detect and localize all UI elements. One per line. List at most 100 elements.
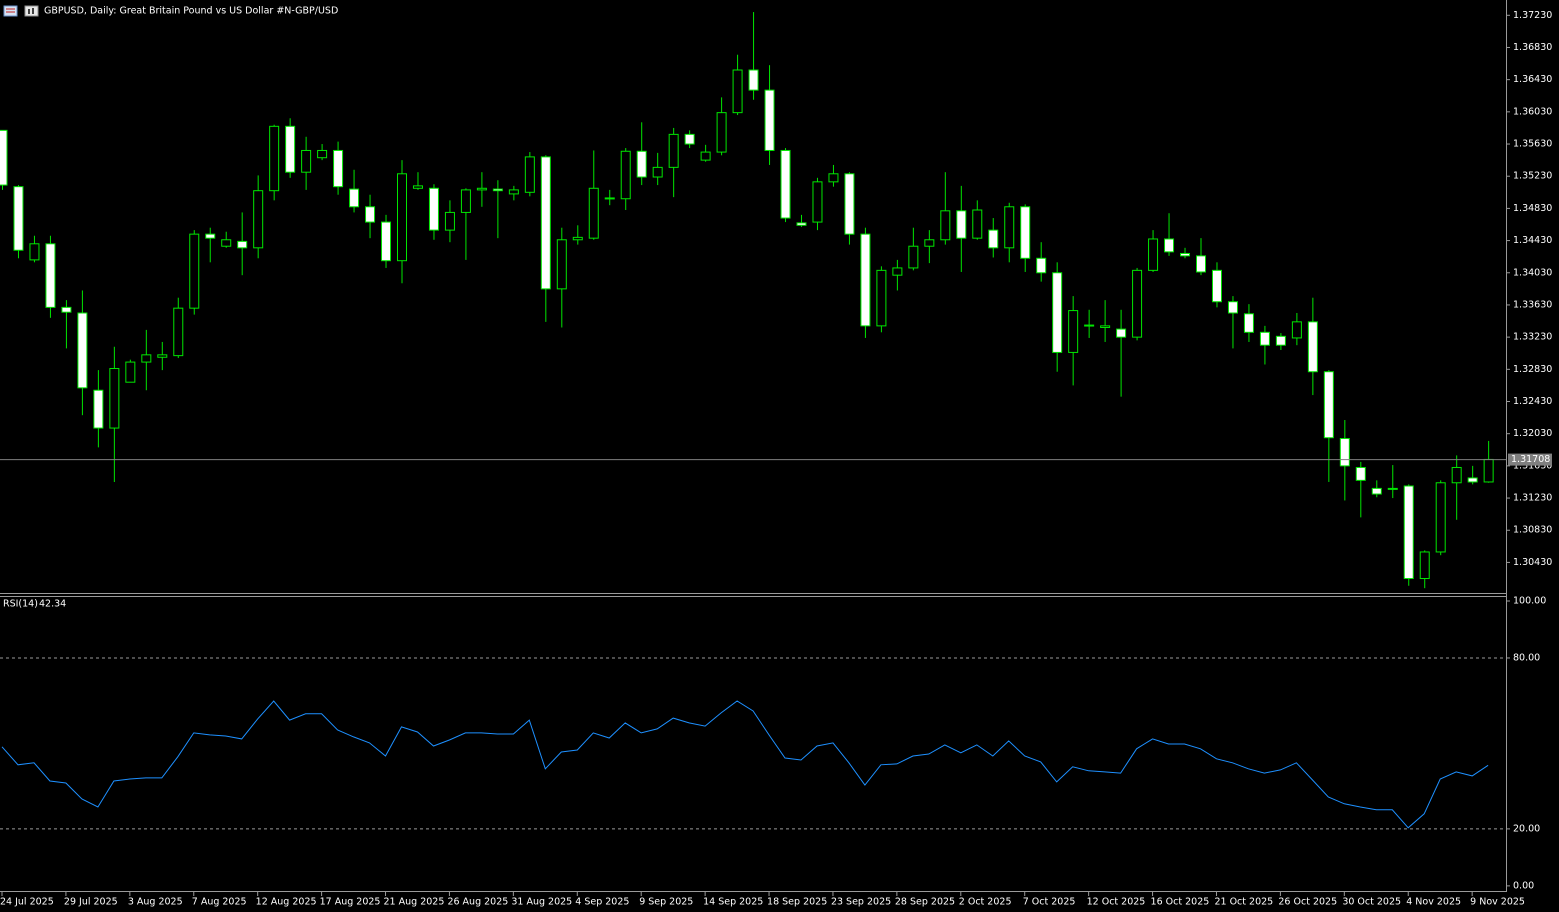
- candle-body: [365, 206, 376, 223]
- indicator-value: 42.34: [39, 599, 66, 610]
- candle-body: [253, 190, 264, 249]
- candle-body: [1084, 324, 1095, 327]
- x-tick-label: 3 Aug 2025: [128, 897, 183, 908]
- candle-body: [476, 187, 487, 191]
- candle-body: [876, 269, 887, 327]
- candle-body: [908, 245, 919, 269]
- y-tick-label: 1.34430: [1513, 235, 1552, 246]
- y-tick-label: 100.00: [1513, 595, 1546, 606]
- rsi-line: [1, 700, 1489, 829]
- candle-body: [444, 211, 455, 231]
- candle-body: [700, 151, 711, 161]
- candle-body: [109, 368, 120, 429]
- candle-body: [684, 133, 695, 145]
- candle-body: [812, 181, 823, 223]
- x-tick-label: 9 Nov 2025: [1470, 897, 1525, 908]
- candle-body: [652, 166, 663, 178]
- toolbar-icons: [3, 5, 39, 17]
- candle-body: [844, 173, 855, 235]
- y-tick-label: 1.32830: [1513, 364, 1552, 375]
- current-price-label: 1.31708: [1511, 454, 1550, 465]
- x-tick-label: 26 Oct 2025: [1278, 897, 1337, 908]
- x-tick-label: 23 Sep 2025: [831, 897, 891, 908]
- candle-body: [1211, 269, 1222, 303]
- x-tick-label: 12 Aug 2025: [256, 897, 317, 908]
- y-tick-label: 1.32430: [1513, 396, 1552, 407]
- candle-body: [29, 243, 40, 261]
- x-tick-label: 21 Aug 2025: [384, 897, 445, 908]
- x-tick-label: 4 Sep 2025: [575, 897, 629, 908]
- candle-body: [125, 361, 136, 383]
- candle-body: [716, 112, 727, 153]
- y-tick-label: 0.00: [1513, 880, 1534, 891]
- candle-body: [572, 236, 583, 241]
- candle-body: [924, 239, 935, 247]
- candle-body: [1403, 485, 1414, 580]
- candle-body: [381, 221, 392, 262]
- candle-body: [956, 210, 967, 239]
- symbol-icon: [3, 5, 18, 17]
- x-tick-label: 29 Jul 2025: [64, 897, 118, 908]
- candle-body: [45, 243, 56, 308]
- candle-body: [1451, 466, 1462, 484]
- candle-body: [460, 189, 471, 213]
- y-tick-label: 1.33230: [1513, 332, 1552, 343]
- candle-body: [604, 197, 615, 200]
- x-tick-label: 9 Sep 2025: [639, 897, 693, 908]
- y-tick-label: 1.35630: [1513, 139, 1552, 150]
- candle-body: [732, 69, 743, 114]
- candle-body: [764, 89, 775, 151]
- candle-body: [988, 229, 999, 249]
- x-tick-label: 18 Sep 2025: [767, 897, 827, 908]
- candle-body: [285, 125, 296, 173]
- y-tick-label: 1.31230: [1513, 493, 1552, 504]
- candle-body: [540, 156, 551, 290]
- x-tick-label: 12 Oct 2025: [1087, 897, 1146, 908]
- x-tick-label: 30 Oct 2025: [1342, 897, 1401, 908]
- candle-body: [93, 389, 104, 429]
- candle-body: [1435, 482, 1446, 553]
- candle-body: [13, 186, 24, 251]
- candle-body: [1275, 335, 1286, 346]
- candle-body: [1116, 328, 1127, 338]
- candle-body: [412, 185, 423, 189]
- candle-body: [1339, 438, 1350, 467]
- candle-body: [221, 239, 232, 247]
- y-tick-label: 20.00: [1513, 823, 1540, 834]
- candle-body: [61, 306, 72, 313]
- candle-body: [588, 187, 599, 239]
- candle-body: [828, 173, 839, 183]
- candle-body: [1020, 206, 1031, 259]
- candle-body: [333, 149, 344, 188]
- candle-body: [524, 156, 535, 193]
- y-tick-label: 1.36430: [1513, 74, 1552, 85]
- candle-body: [940, 210, 951, 241]
- candle-body: [1291, 321, 1302, 339]
- candle-body: [892, 267, 903, 276]
- candle-body: [1259, 331, 1270, 346]
- candle-body: [317, 149, 328, 159]
- candle-body: [508, 189, 519, 195]
- candle-body: [1419, 551, 1430, 580]
- period-icon-bar: [32, 8, 34, 14]
- candle-body: [1036, 257, 1047, 274]
- candle-body: [349, 188, 360, 208]
- y-tick-label: 1.33630: [1513, 299, 1552, 310]
- candle-body: [301, 149, 312, 173]
- candle-body: [157, 354, 168, 358]
- candle-body: [860, 233, 871, 327]
- y-tick-label: 1.36830: [1513, 42, 1552, 53]
- candle-body: [1052, 272, 1063, 353]
- candle-body: [1371, 487, 1382, 495]
- x-tick-label: 24 Jul 2025: [0, 897, 54, 908]
- candle-body: [1355, 466, 1366, 481]
- x-tick-label: 14 Sep 2025: [703, 897, 763, 908]
- candle-body: [796, 222, 807, 226]
- candle-body: [556, 239, 567, 290]
- y-tick-label: 1.34030: [1513, 267, 1552, 278]
- candle-body: [269, 125, 280, 192]
- period-icon-bar: [28, 9, 30, 14]
- candle-body: [620, 150, 631, 200]
- period-icon: [24, 5, 39, 17]
- x-tick-label: 28 Sep 2025: [895, 897, 955, 908]
